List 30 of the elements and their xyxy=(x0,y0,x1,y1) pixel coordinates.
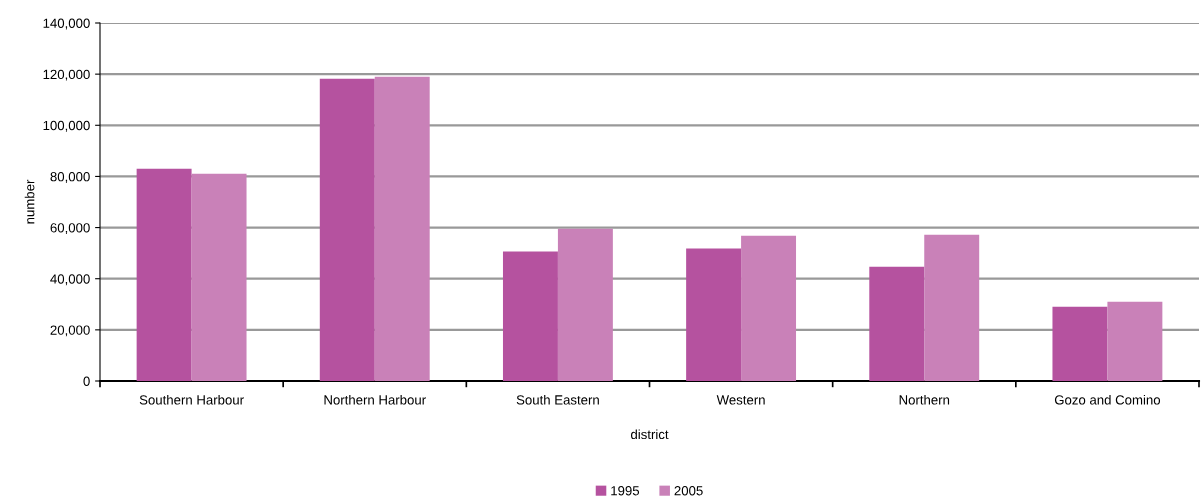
x-tick-label: Gozo and Comino xyxy=(1054,394,1161,405)
x-axis-title: district xyxy=(630,429,669,440)
y-tick-label: 140,000 xyxy=(43,18,90,30)
x-tick-label: Southern Harbour xyxy=(139,394,244,405)
y-tick-label: 0 xyxy=(83,376,90,386)
y-tick-label: 80,000 xyxy=(50,172,90,183)
y-tick-label: 100,000 xyxy=(43,120,90,132)
bar xyxy=(686,248,742,381)
bar xyxy=(1052,306,1108,381)
x-tick-label: Northern xyxy=(899,394,950,405)
y-tick-label: 20,000 xyxy=(50,325,90,337)
bar xyxy=(924,234,980,381)
x-tick-label: Northern Harbour xyxy=(324,394,426,405)
legend-label: 2005 xyxy=(674,486,703,496)
bar xyxy=(502,251,558,381)
bar xyxy=(191,173,247,381)
bar xyxy=(136,168,192,381)
bar xyxy=(557,228,613,381)
y-axis-title: number xyxy=(24,179,35,224)
bar xyxy=(869,266,925,381)
y-tick-label: 60,000 xyxy=(50,223,90,235)
x-tick-label: South Eastern xyxy=(516,394,599,405)
legend-label: 1995 xyxy=(611,486,640,496)
x-tick-label: Western xyxy=(716,395,765,405)
bar xyxy=(741,235,797,381)
bar xyxy=(374,76,430,381)
bar xyxy=(319,78,375,381)
y-tick-label: 120,000 xyxy=(43,69,90,81)
y-tick-label: 40,000 xyxy=(50,274,90,286)
bar xyxy=(1107,301,1163,381)
